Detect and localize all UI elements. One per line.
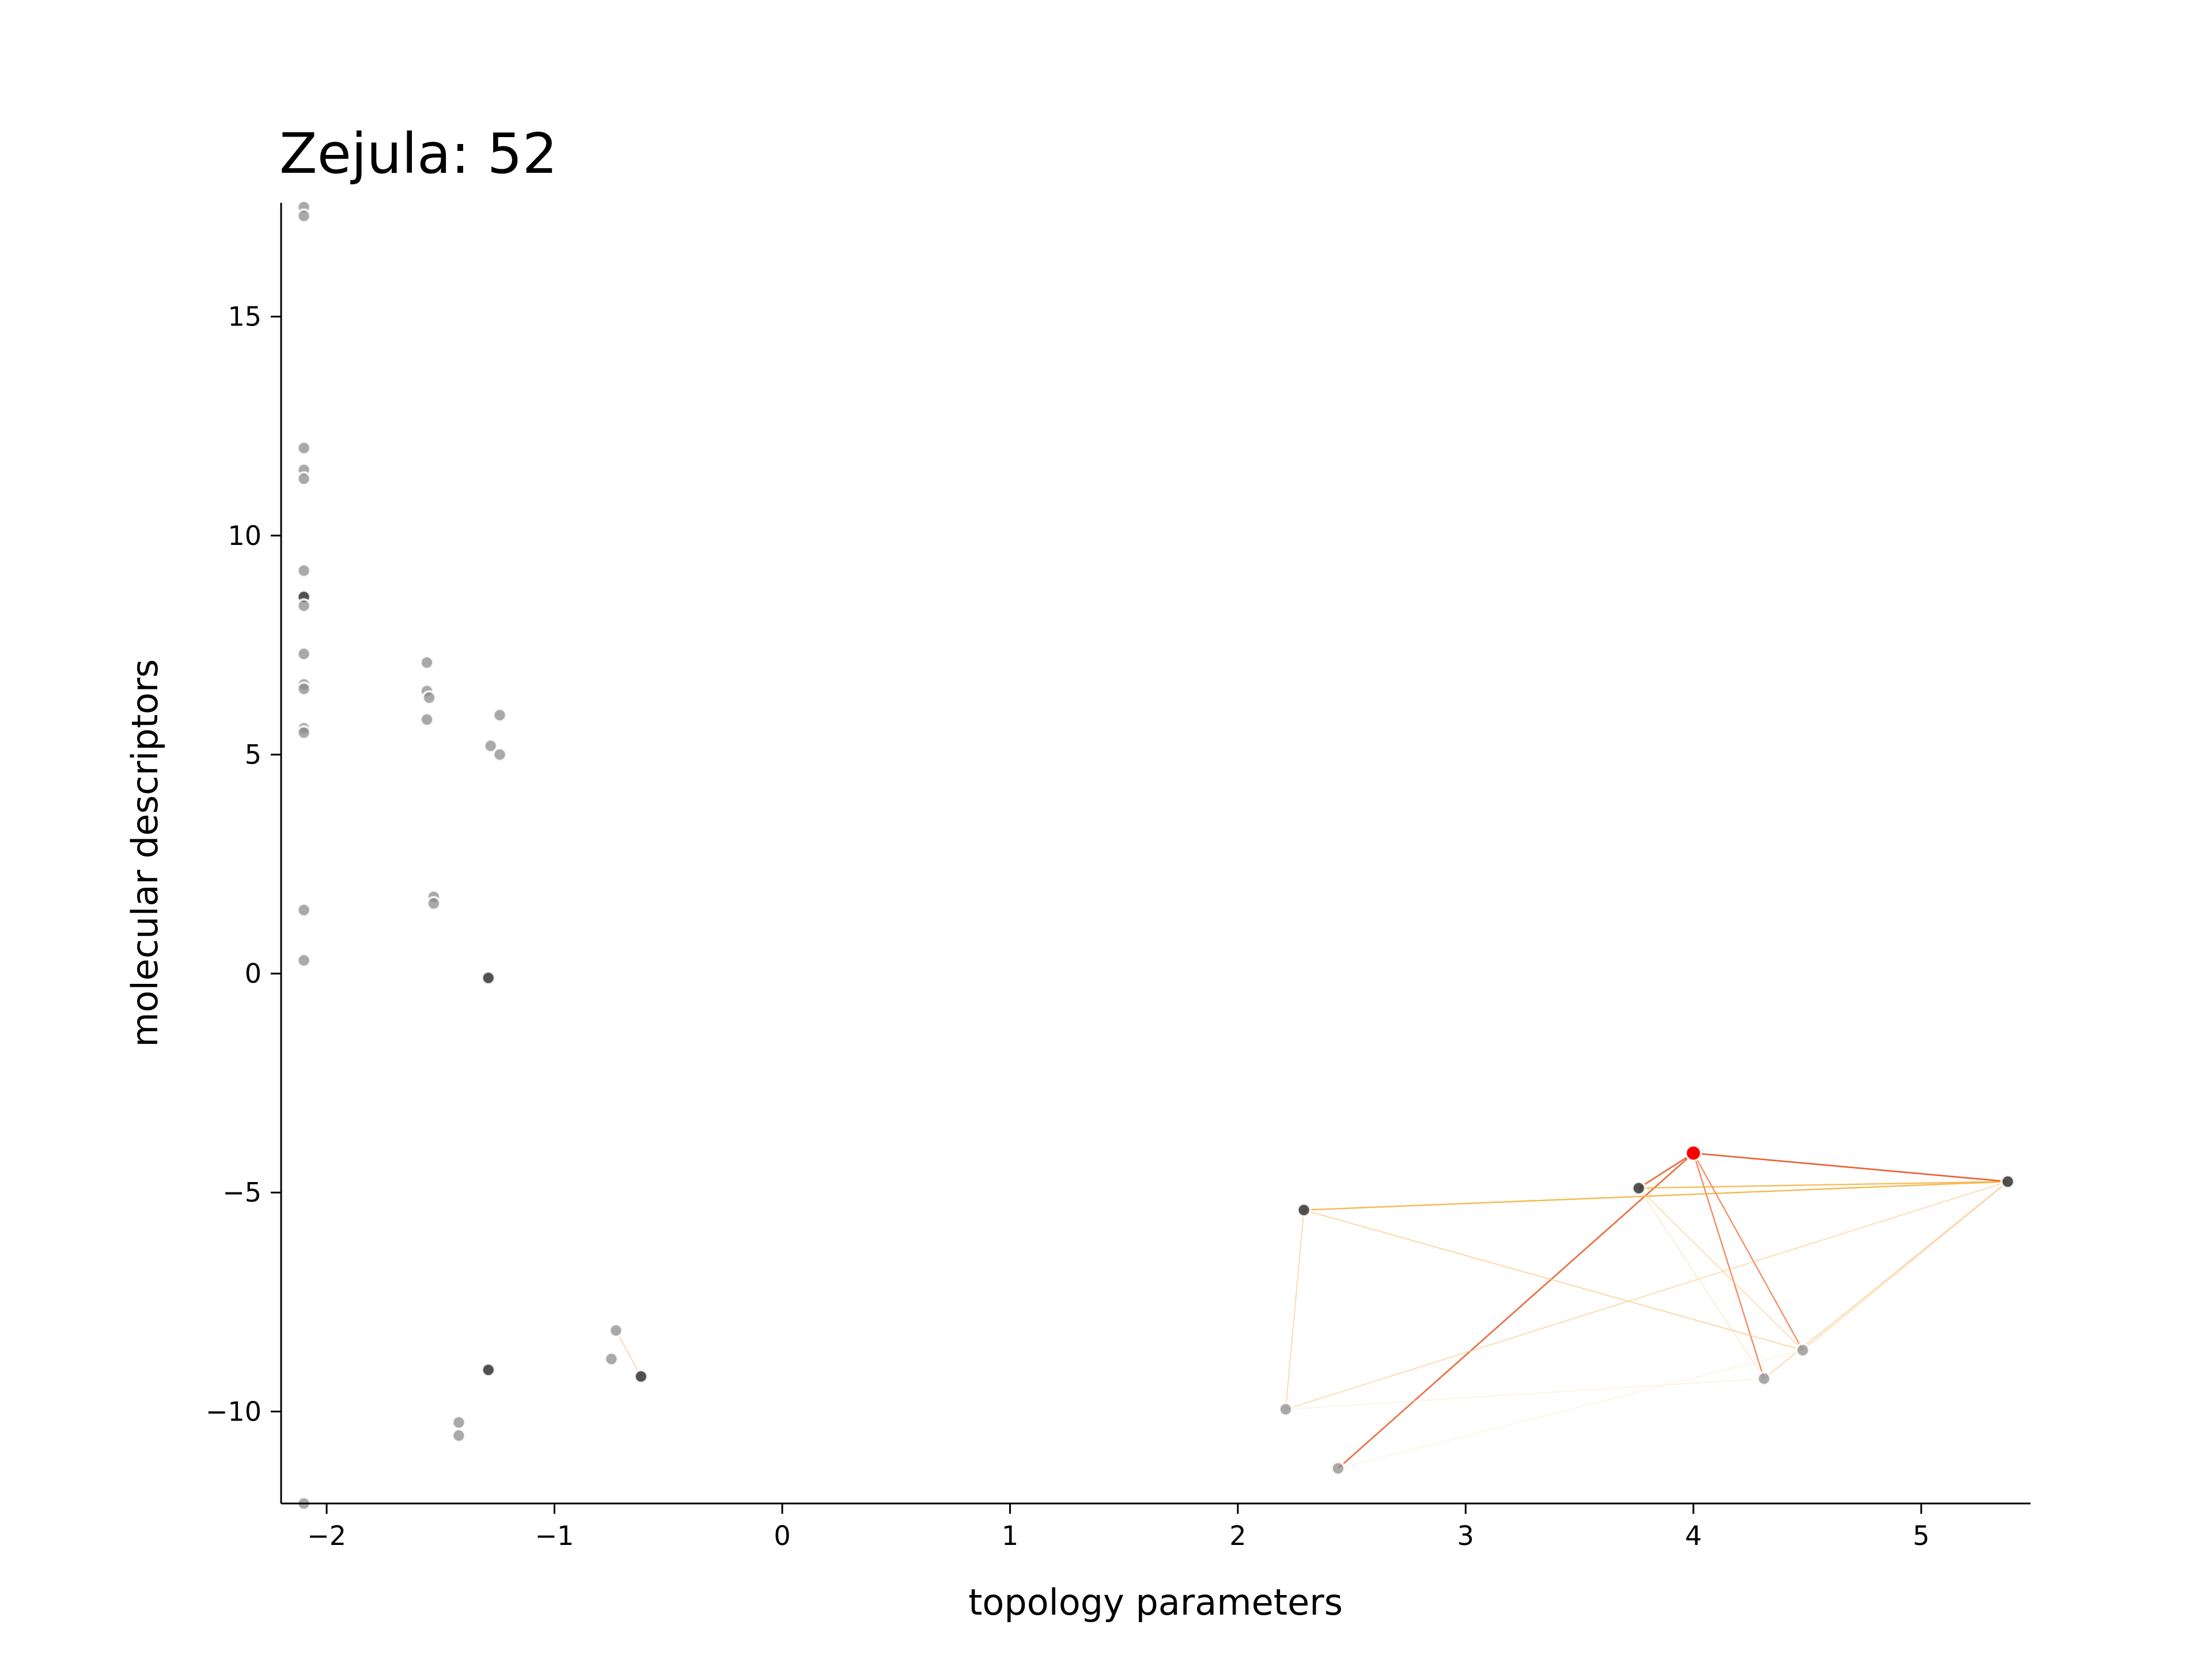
x-axis-label: topology parameters xyxy=(968,1581,1343,1623)
edge-line xyxy=(1338,1350,1803,1469)
data-point xyxy=(296,598,312,613)
data-point xyxy=(296,646,312,662)
data-point-dark xyxy=(1631,1180,1646,1196)
edge-line xyxy=(1304,1209,1803,1351)
y-tick-label: 15 xyxy=(228,301,262,332)
y-tick-layer: −10 −5 0 5 10 15 xyxy=(206,301,281,1427)
data-point-dark xyxy=(2000,1174,2016,1190)
data-point xyxy=(1330,1461,1346,1476)
data-point xyxy=(426,896,441,911)
edge-line xyxy=(1285,1378,1764,1410)
data-point-dark xyxy=(1296,1202,1312,1218)
data-point xyxy=(1278,1402,1293,1417)
x-tick-label: 1 xyxy=(1002,1520,1018,1551)
chart-title: Zejula: 52 xyxy=(279,122,558,186)
edge-line xyxy=(1638,1181,2008,1189)
data-point xyxy=(422,690,437,706)
point-layer xyxy=(296,199,2016,1511)
data-point xyxy=(608,1323,624,1338)
edge-layer xyxy=(615,1152,2009,1469)
data-point xyxy=(492,747,507,762)
highlighted-point xyxy=(1685,1145,1702,1162)
data-point xyxy=(296,681,312,696)
edge-line xyxy=(1285,1181,2008,1410)
data-point-dark xyxy=(480,1362,496,1378)
y-axis-label: molecular descriptors xyxy=(124,659,166,1047)
data-point xyxy=(296,902,312,918)
edge-line xyxy=(1693,1152,2008,1183)
data-point xyxy=(483,738,498,753)
edge-line xyxy=(1337,1152,1694,1469)
x-tick-label: 4 xyxy=(1685,1520,1702,1551)
x-tick-label: 0 xyxy=(774,1520,790,1551)
edge-line xyxy=(1692,1153,1804,1351)
y-tick-label: 0 xyxy=(245,958,262,989)
data-point xyxy=(296,725,312,740)
y-tick-label: −5 xyxy=(222,1177,262,1208)
data-point xyxy=(1795,1342,1810,1358)
data-point xyxy=(451,1415,467,1430)
y-tick-label: 5 xyxy=(245,739,262,770)
data-point xyxy=(296,471,312,486)
data-point xyxy=(1756,1371,1772,1387)
data-point xyxy=(296,563,312,578)
x-tick-label: −2 xyxy=(307,1520,346,1551)
edge-line xyxy=(1285,1210,1305,1410)
x-tick-label: 2 xyxy=(1229,1520,1246,1551)
y-tick-label: −10 xyxy=(206,1396,262,1427)
x-tick-label: −1 xyxy=(535,1520,574,1551)
data-point xyxy=(296,953,312,968)
data-point-dark xyxy=(480,970,496,986)
edge-line xyxy=(1638,1152,1694,1189)
edge-line xyxy=(1802,1181,2009,1351)
edge-line xyxy=(615,1330,642,1377)
data-point xyxy=(296,208,312,224)
x-tick-label: 3 xyxy=(1457,1520,1474,1551)
data-point xyxy=(604,1351,619,1367)
x-tick-label: 5 xyxy=(1913,1520,1930,1551)
edge-line xyxy=(1304,1181,2008,1211)
data-point xyxy=(451,1428,467,1444)
edge-line xyxy=(1692,1153,1765,1379)
y-tick-label: 10 xyxy=(228,520,262,551)
data-point-dark xyxy=(633,1369,649,1384)
data-point xyxy=(492,707,507,723)
data-point xyxy=(419,712,435,728)
highlight-layer xyxy=(1685,1145,1702,1162)
edge-line xyxy=(1638,1188,1765,1379)
data-point xyxy=(296,440,312,456)
data-point xyxy=(419,655,435,671)
x-tick-layer: −2 −1 0 1 2 3 4 5 xyxy=(307,1503,1930,1551)
edge-line xyxy=(1638,1187,1804,1351)
